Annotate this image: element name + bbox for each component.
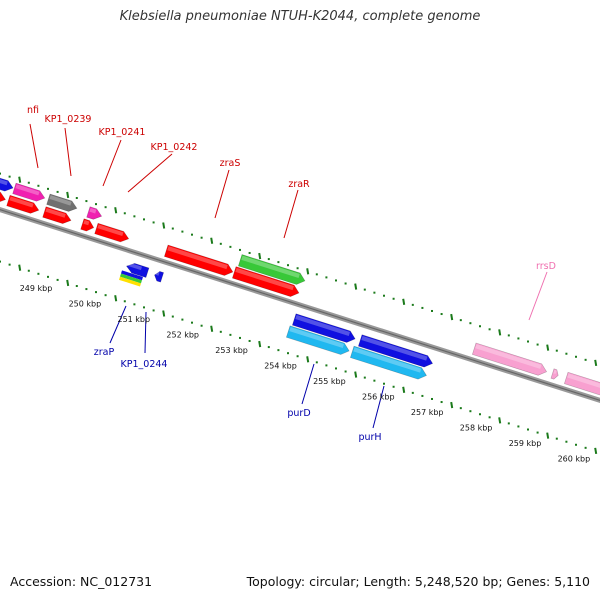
feature-red-a[interactable] [6, 194, 41, 215]
ruler-label-12: 260 kbp [558, 455, 591, 464]
ruler-label-2: 250 kbp [69, 300, 102, 309]
ruler-label-9: 257 kbp [411, 408, 444, 417]
feature-gray-kp1-0239[interactable] [46, 193, 79, 214]
features [0, 174, 600, 397]
ruler-label-6: 254 kbp [264, 362, 297, 371]
feature-blue-purh[interactable] [357, 334, 434, 369]
gene-label-kp1-0241: KP1_0241 [99, 127, 146, 138]
gene-label-purh: purH [358, 432, 381, 443]
feature-blue-kp1-0244[interactable] [125, 261, 150, 278]
gene-label-kp1-0244: KP1_0244 [121, 359, 168, 370]
ruler-label-8: 256 kbp [362, 393, 395, 402]
feature-cyan-purh[interactable] [349, 345, 428, 381]
gene-label-lines [29, 123, 548, 429]
gene-label-purd: purD [287, 408, 310, 419]
gene-label-kp1-0242: KP1_0242 [151, 142, 198, 153]
gene-label-zrar: zraR [288, 179, 310, 190]
feature-striped-kp1-0244[interactable] [118, 270, 143, 287]
ruler-label-4: 252 kbp [166, 331, 199, 340]
tick-rows [0, 172, 598, 455]
feature-cyan-purd[interactable] [285, 325, 351, 357]
zras-line [214, 169, 230, 219]
feature-red-d[interactable] [94, 222, 131, 244]
feature-blue-purd[interactable] [291, 313, 357, 345]
rrsd-line [528, 271, 548, 321]
gene-label-kp1-0239: KP1_0239 [45, 114, 92, 125]
feature-blue-zrap[interactable] [153, 270, 165, 283]
accession-text: Accession: NC_012731 [10, 574, 153, 589]
purd-line [301, 363, 315, 405]
lower-tick-row [0, 260, 598, 455]
feature-red-c[interactable] [80, 218, 96, 233]
kp1-0242-line [127, 153, 173, 193]
ruler-label-7: 255 kbp [313, 377, 346, 386]
feature-pink-right[interactable] [563, 371, 600, 397]
ruler-label-10: 258 kbp [460, 424, 493, 433]
kp1-0239-line [64, 127, 72, 177]
feature-blue-left[interactable] [0, 174, 15, 193]
map-title: Klebsiella pneumoniae NTUH-K2044, comple… [119, 9, 481, 24]
feature-magenta-2[interactable] [86, 206, 104, 222]
purh-line [372, 385, 385, 429]
feature-red-zras[interactable] [163, 244, 234, 278]
ruler-label-11: 259 kbp [509, 439, 542, 448]
gene-label-rrsd: rrsD [536, 261, 556, 272]
feature-red-b[interactable] [42, 206, 73, 226]
kp1-0241-line [102, 139, 122, 187]
upper-tick-row [0, 172, 598, 367]
ruler-label-1: 249 kbp [20, 284, 53, 293]
feature-green-zrar[interactable] [237, 254, 306, 287]
feature-pink-small[interactable] [550, 368, 560, 380]
gene-label-zras: zraS [220, 158, 241, 169]
zrap-line [109, 305, 127, 344]
ruler-label-3: 251 kbp [117, 315, 150, 324]
nfi-line [29, 123, 39, 169]
genome-summary: Topology: circular; Length: 5,248,520 bp… [246, 574, 590, 589]
feature-red-zrar[interactable] [231, 266, 300, 299]
zrar-line [283, 189, 299, 239]
backbone [0, 206, 600, 404]
feature-pink-rrsd[interactable] [471, 342, 548, 377]
kp1-0244-line [144, 311, 147, 354]
gene-label-zrap: zraP [94, 347, 115, 358]
ruler-label-5: 253 kbp [215, 346, 248, 355]
feature-magenta-1[interactable] [12, 182, 47, 203]
labels: nfi KP1_0239 KP1_0241 KP1_0242 zraS zraR rrsD z… [20, 105, 591, 464]
gene-label-nfi: nfi [27, 105, 39, 116]
feature-red-small-left[interactable] [0, 188, 7, 205]
